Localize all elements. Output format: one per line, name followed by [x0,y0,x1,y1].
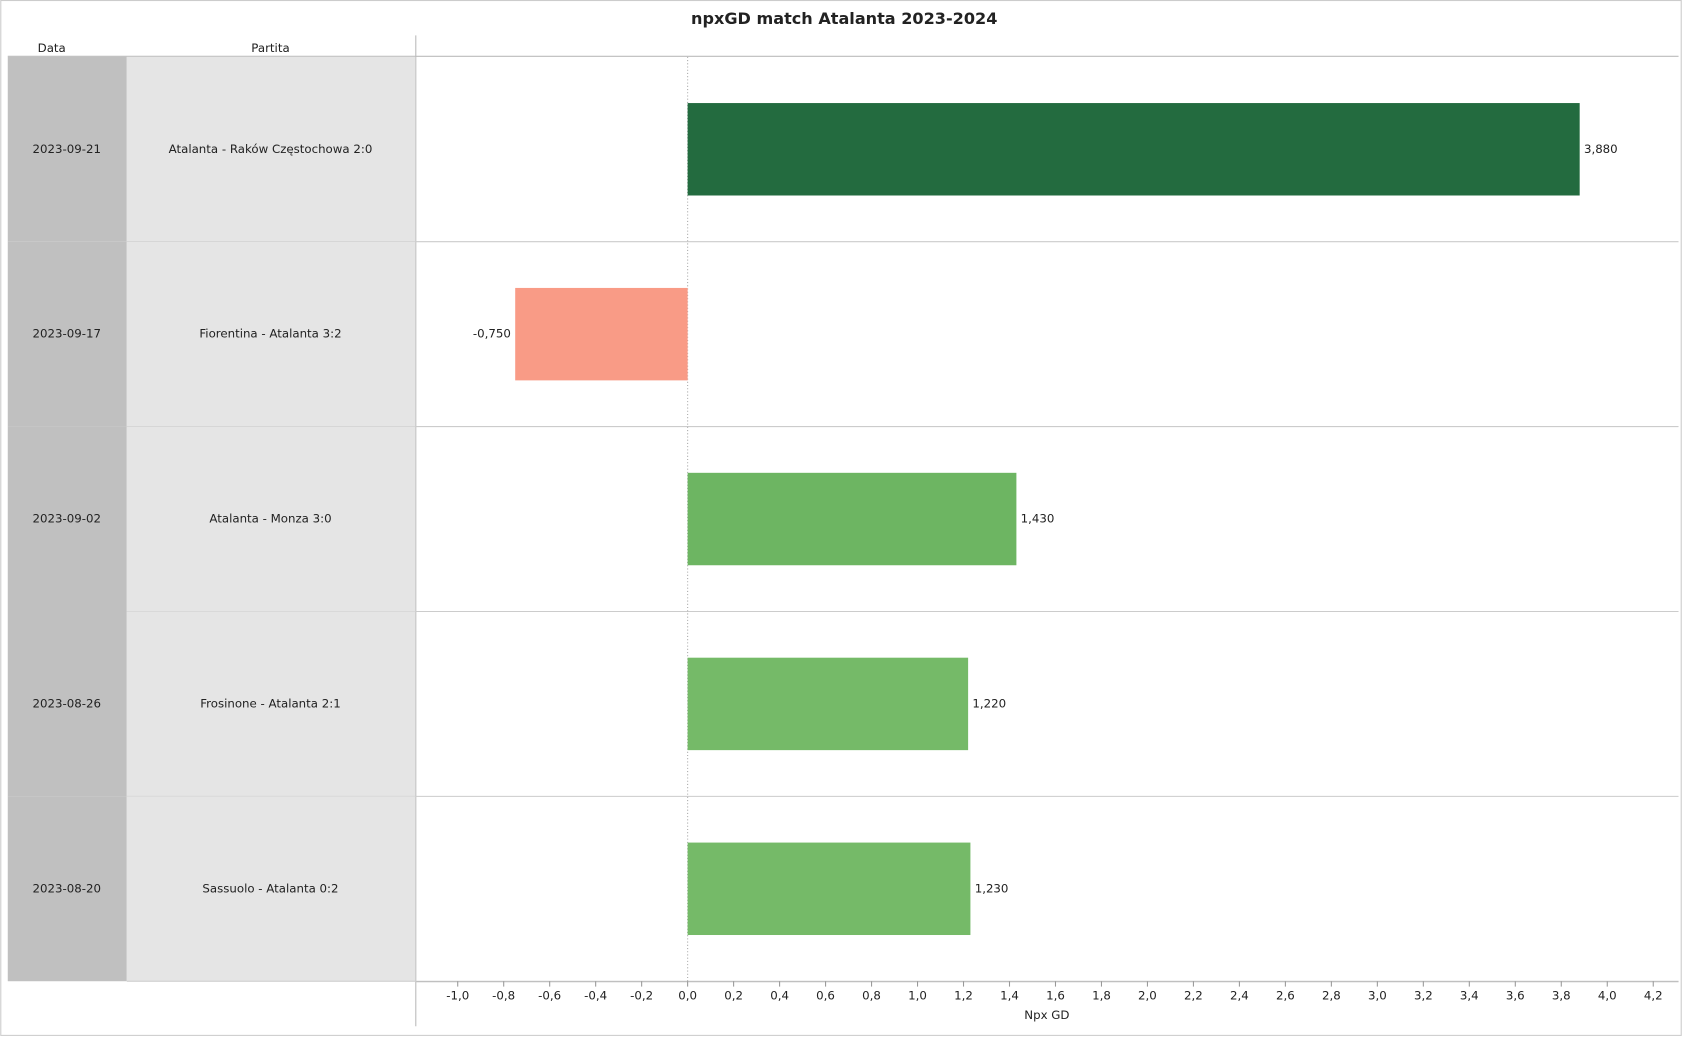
x-tick-label: 0,8 [862,989,881,1003]
bar [687,842,971,936]
x-tick-label: 1,4 [1000,989,1019,1003]
value-label: 1,430 [1021,512,1055,526]
date-label: 2023-09-17 [33,327,101,341]
date-label: 2023-09-21 [33,142,101,156]
x-tick-label: 1,8 [1092,989,1111,1003]
x-tick-label: 2,2 [1184,989,1203,1003]
x-tick-label: 3,8 [1552,989,1571,1003]
x-tick-label: 0,6 [816,989,835,1003]
match-cell [126,426,416,612]
x-tick-label: 4,0 [1598,989,1617,1003]
date-label: 2023-08-20 [33,881,101,895]
x-tick-label: 2,4 [1230,989,1249,1003]
x-tick-label: 0,4 [770,989,789,1003]
match-label: Frosinone - Atalanta 2:1 [200,696,340,710]
value-label: -0,750 [473,327,511,341]
bar [687,657,969,751]
x-tick-label: 3,0 [1368,989,1387,1003]
value-label: 3,880 [1584,142,1618,156]
column-header: Partita [251,41,289,55]
x-tick-label: 1,6 [1046,989,1065,1003]
bar [687,472,1017,566]
x-tick-label: -0,6 [538,989,561,1003]
x-tick-label: 2,8 [1322,989,1341,1003]
x-tick-label: 4,2 [1644,989,1663,1003]
chart-title: npxGD match Atalanta 2023-2024 [691,9,997,28]
x-tick-label: 1,2 [954,989,973,1003]
x-tick-label: -0,2 [630,989,653,1003]
date-cell [7,56,127,242]
date-label: 2023-09-02 [33,512,101,526]
date-label: 2023-08-26 [33,696,101,710]
x-tick-label: 0,2 [724,989,743,1003]
date-cell [7,796,127,982]
match-label: Atalanta - Raków Częstochowa 2:0 [169,142,373,156]
x-tick-label: 2,6 [1276,989,1295,1003]
bar [515,287,688,381]
x-tick-label: 3,6 [1506,989,1525,1003]
date-cell [7,611,127,797]
x-axis-label: Npx GD [1024,1008,1069,1022]
value-label: 1,220 [972,696,1006,710]
value-label: 1,230 [975,881,1009,895]
x-tick-label: 3,4 [1460,989,1479,1003]
match-cell [126,796,416,982]
match-label: Atalanta - Monza 3:0 [209,512,331,526]
x-tick-label: 2,0 [1138,989,1157,1003]
column-header: Data [38,41,66,55]
match-cell [126,56,416,242]
date-cell [7,426,127,612]
x-tick-label: -0,8 [492,989,515,1003]
match-cell [126,241,416,427]
match-label: Sassuolo - Atalanta 0:2 [202,881,338,895]
date-cell [7,241,127,427]
x-tick-label: 3,2 [1414,989,1433,1003]
x-tick-label: -0,4 [584,989,607,1003]
x-tick-label: 0,0 [678,989,697,1003]
bar [687,103,1580,196]
match-label: Fiorentina - Atalanta 3:2 [199,327,341,341]
x-tick-label: -1,0 [446,989,469,1003]
x-tick-label: 1,0 [908,989,927,1003]
match-cell [126,611,416,797]
